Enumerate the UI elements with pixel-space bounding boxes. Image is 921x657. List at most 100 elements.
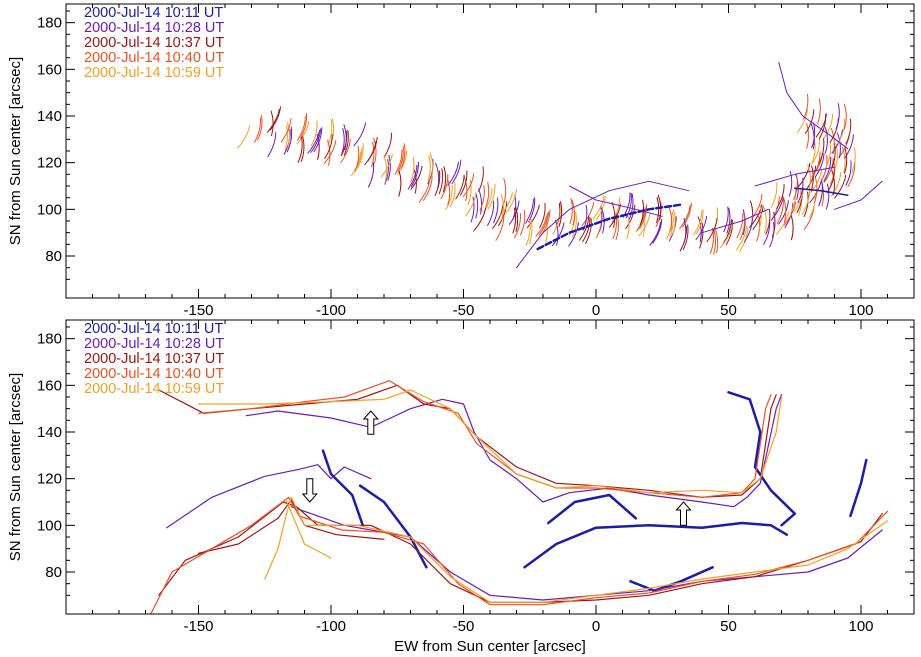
- field-hatch-0-9-2: [353, 122, 367, 147]
- legend-entry-3: 2000-Jul-14 10:40 UT: [84, 50, 224, 66]
- field-hatch-0-42-2: [611, 197, 621, 223]
- field-hatch-0-82-2: [851, 147, 856, 174]
- legend-entry-3: 2000-Jul-14 10:40 UT: [84, 366, 224, 382]
- field-hatch-0-14-2: [396, 150, 408, 175]
- series-line-10: [158, 501, 883, 603]
- field-hatch-0-60-2: [752, 205, 764, 231]
- field-hatch-0-39-0: [554, 219, 559, 246]
- x-tick-label: -150: [183, 302, 213, 319]
- x-tick-label: -50: [453, 302, 475, 319]
- field-hatch-0-63-2: [776, 198, 784, 224]
- field-hatch-0-25-0: [447, 179, 451, 206]
- field-hatch-0-38-1: [551, 222, 565, 247]
- annotation-arrow-2: [675, 501, 692, 526]
- field-hatch-0-60-1: [739, 214, 746, 240]
- field-hatch-0-76-2: [834, 174, 847, 199]
- field-hatch-0-16-2: [410, 165, 423, 190]
- field-hatch-0-65-1: [771, 211, 776, 238]
- series-line-16: [197, 389, 783, 494]
- field-hatch-0-23-1: [449, 181, 456, 208]
- field-hatch-0-71-1: [801, 190, 810, 216]
- field-hatch-0-19-2: [440, 174, 449, 200]
- field-hatch-0-21-0: [418, 178, 431, 203]
- field-hatch-0-20-2: [442, 166, 447, 193]
- legend-entry-4: 2000-Jul-14 10:59 UT: [84, 65, 224, 81]
- y-tick-label: 160: [37, 61, 62, 78]
- field-hatch-0-1-2: [286, 126, 293, 153]
- field-hatch-0-29-1: [492, 204, 504, 230]
- series-line-0: [536, 203, 683, 251]
- x-tick-label: -100: [316, 302, 346, 319]
- field-hatch-0-13-0: [354, 145, 360, 172]
- series-line-3: [778, 61, 849, 150]
- field-hatch-0-6-0: [297, 137, 303, 163]
- x-tick-label: -100: [316, 618, 346, 635]
- field-hatch-0-31-2: [519, 209, 526, 236]
- field-hatch-0-88-0: [796, 108, 808, 134]
- y-tick-label: 180: [37, 15, 62, 32]
- field-hatch-0-18-1: [410, 161, 419, 188]
- field-hatch-0-70-0: [776, 183, 785, 210]
- legend-entry-2: 2000-Jul-14 10:37 UT: [84, 351, 224, 367]
- field-hatch-0-80-2: [843, 147, 848, 174]
- field-hatch-0-35-1: [528, 218, 533, 245]
- field-hatch-0-37-0: [535, 213, 549, 238]
- field-hatch-0-83-1: [825, 142, 832, 169]
- field-hatch-0-58-0: [706, 217, 718, 243]
- series-line-3: [547, 493, 638, 525]
- field-hatch-0-5-2: [313, 127, 323, 153]
- field-hatch-0-3-1: [286, 122, 291, 149]
- x-tick-label: -50: [453, 618, 475, 635]
- plot-area: [150, 380, 889, 614]
- field-hatch-0-42-0: [578, 216, 590, 241]
- field-hatch-0-53-2: [695, 215, 708, 241]
- y-tick-label: 100: [37, 517, 62, 534]
- field-hatch-0-64-2: [790, 214, 794, 241]
- series-line-11: [158, 384, 777, 498]
- field-hatch-0-48-0: [626, 213, 630, 240]
- field-hatch-0-87-0: [811, 122, 816, 149]
- annotation-arrow-0: [362, 410, 379, 435]
- field-hatch-0-40-0: [552, 209, 561, 235]
- legend-entry-2: 2000-Jul-14 10:37 UT: [84, 35, 224, 51]
- field-hatch-0-67-0: [771, 196, 784, 221]
- field-hatch-0-21-2: [451, 159, 462, 185]
- field-hatch-0-13-2: [387, 154, 391, 181]
- field-hatch-0-32-0: [500, 193, 504, 220]
- field-hatch-0-22-0: [434, 170, 441, 197]
- field-hatch-0-89-1: [815, 113, 827, 138]
- field-hatch-0-69-0: [782, 196, 787, 223]
- series-line-17: [285, 499, 332, 559]
- y-tick-label: 180: [37, 331, 62, 348]
- field-hatch-0-25-2: [478, 188, 483, 215]
- field-hatch-0-8-0: [310, 120, 318, 147]
- field-hatch-0-58-1: [726, 207, 731, 234]
- field-hatch-0-23-2: [462, 173, 475, 198]
- field-hatch-0-39-2: [581, 202, 595, 227]
- x-tick-label: 100: [848, 618, 873, 635]
- field-hatch-0-4-0: [284, 124, 288, 151]
- field-hatch-0-11-2: [373, 137, 377, 164]
- field-hatch-0-53-0: [667, 205, 673, 232]
- field-hatch-0-31-0: [486, 200, 495, 227]
- field-hatch-0-41-1: [581, 217, 591, 243]
- x-axis-title: EW from Sun center [arcsec]: [394, 638, 586, 655]
- field-hatch-0-59-1: [735, 225, 748, 251]
- field-hatch-0-77-2: [845, 160, 852, 187]
- field-hatch-0-27-0: [470, 196, 475, 223]
- field-hatch-0-44-0: [592, 195, 605, 220]
- field-hatch-0-35-0: [508, 200, 520, 225]
- field-hatch-0-18-2: [429, 152, 434, 179]
- field-hatch-0-51-0: [649, 221, 662, 246]
- field-hatch-0-50-2: [672, 208, 676, 235]
- field-hatch-0-56-1: [713, 228, 716, 255]
- legend-entry-1: 2000-Jul-14 10:28 UT: [84, 336, 224, 352]
- field-hatch-0-56-0: [692, 210, 703, 236]
- field-hatch-0-57-0: [709, 227, 714, 254]
- field-hatch-0-70-2: [808, 193, 816, 219]
- y-tick-label: 100: [37, 201, 62, 218]
- x-tick-label: 50: [720, 618, 737, 635]
- field-hatch-0-68-0: [770, 182, 778, 208]
- field-hatch-0-28-2: [497, 201, 508, 227]
